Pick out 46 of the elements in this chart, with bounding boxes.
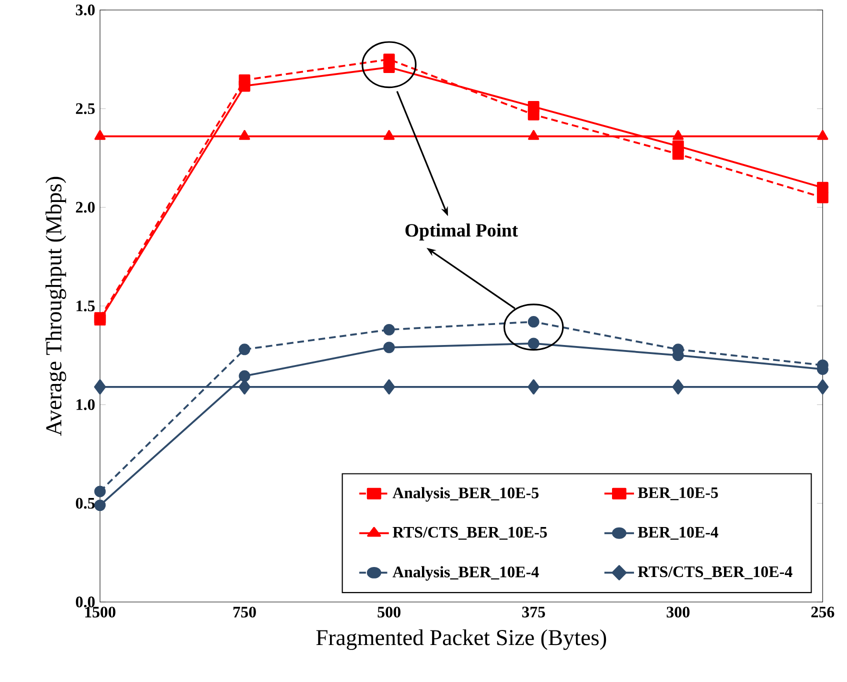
legend-label: RTS/CTS_BER_10E-4 [638,566,792,580]
y-tick-label: 1.0 [76,399,95,410]
point [94,130,106,140]
point [383,342,395,354]
x-tick-label: 375 [522,606,545,618]
x-tick-label: 750 [233,606,256,618]
x-axis-title: Fragmented Packet Size (Bytes) [316,629,606,650]
y-tick-label: 0.0 [76,596,95,608]
x-tick-label: 1500 [85,606,116,618]
y-tick-label: 2.5 [76,103,95,114]
point [383,379,396,394]
y-axis-title: Average Throughput (Mbps) [46,176,66,436]
point [672,140,684,152]
annotation: Optimal Point [405,224,518,240]
point [94,379,106,394]
point [238,370,250,382]
point [94,486,106,498]
legend-label: Analysis_BER_10E-4 [392,566,539,581]
point [238,80,250,92]
point [238,344,250,356]
point [672,130,684,140]
point [528,379,540,394]
x-tick-label: 256 [811,606,834,618]
y-tick-label: 0.5 [76,498,95,509]
point [528,130,540,140]
legend-label: Analysis_BER_10E-5 [392,487,539,502]
point [384,130,395,140]
y-tick-label: 1.5 [76,300,95,312]
legend-label: BER_10E-5 [638,487,718,500]
x-tick-label: 300 [666,606,690,618]
point [816,182,828,194]
y-tick-label: 2.0 [76,202,95,213]
point [528,100,540,112]
point [383,324,395,336]
point [816,379,829,394]
point [672,379,684,394]
point [383,61,395,73]
x-tick-label: 500 [378,606,400,618]
point [94,500,106,512]
point [238,130,250,140]
point [817,130,828,140]
legend-label: BER_10E-4 [638,526,718,540]
legend-label: RTS/CTS_BER_10E-5 [392,526,547,540]
point [528,316,540,328]
y-tick-label: 3.0 [76,4,95,16]
point [528,338,540,350]
